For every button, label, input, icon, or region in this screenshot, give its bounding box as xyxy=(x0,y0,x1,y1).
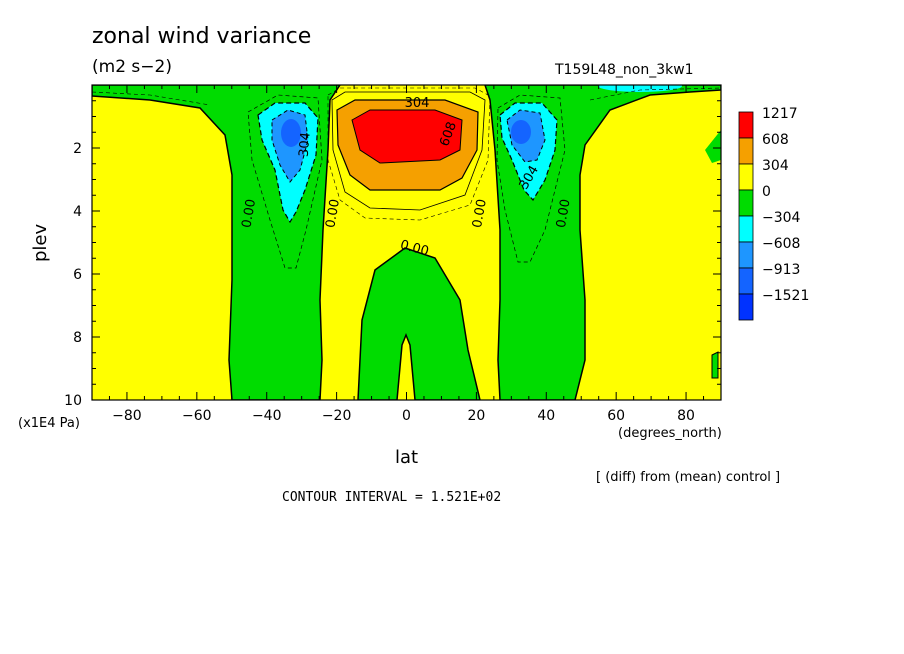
legend-swatch xyxy=(738,111,754,139)
chart-title: zonal wind variance xyxy=(92,24,312,49)
color-legend: 1217 608 304 0 −304 −608 −913 −1521 xyxy=(738,106,809,321)
x-tick-label: −20 xyxy=(322,408,352,424)
contour-label: 0.00 xyxy=(398,238,430,260)
legend-label: 1217 xyxy=(762,106,798,122)
legend-swatch xyxy=(738,137,754,165)
contour-label: 304 xyxy=(297,132,314,158)
run-name: T159L48_non_3kw1 xyxy=(555,62,694,78)
legend-swatch xyxy=(738,293,754,321)
legend-swatch xyxy=(738,189,754,217)
y-axis: 2 4 6 8 10 xyxy=(64,84,721,409)
fill-green-edge-low xyxy=(711,351,719,379)
contour-label: 0.00 xyxy=(470,198,490,229)
x-axis-unit: (degrees_north) xyxy=(618,426,722,441)
x-tick-label: 40 xyxy=(537,408,555,424)
legend-label: −913 xyxy=(762,262,800,278)
contour-label: 304 xyxy=(405,96,430,111)
y-axis-unit: (x1E4 Pa) xyxy=(18,416,80,431)
y-tick-label: 6 xyxy=(73,267,82,283)
legend-label: −304 xyxy=(762,210,801,226)
chart-units: (m2 s−2) xyxy=(92,57,172,77)
legend-swatch xyxy=(738,163,754,191)
fill-blue-right xyxy=(511,120,531,144)
fill-top-patch xyxy=(598,85,682,92)
contour-line-center-outer xyxy=(327,87,491,221)
x-tick-label: 80 xyxy=(677,408,695,424)
fill-green-edge xyxy=(705,130,721,163)
y-tick-label: 2 xyxy=(73,141,82,157)
y-tick-label: 4 xyxy=(73,204,82,220)
legend-swatch xyxy=(738,241,754,269)
y-tick-label: 10 xyxy=(64,393,82,409)
legend-label: −608 xyxy=(762,236,800,252)
legend-label: 608 xyxy=(762,132,789,148)
contour-label: 0.00 xyxy=(239,198,259,229)
legend-swatch xyxy=(738,267,754,295)
x-tick-label: −40 xyxy=(252,408,282,424)
contour-fill xyxy=(92,85,721,400)
legend-label: 304 xyxy=(762,158,789,174)
x-tick-label: 0 xyxy=(402,408,411,424)
fill-green-center xyxy=(357,247,481,400)
x-tick-label: −60 xyxy=(182,408,212,424)
x-axis: −80 −60 −40 −20 0 20 40 60 80 xyxy=(91,85,722,424)
contour-interval: CONTOUR INTERVAL = 1.521E+02 xyxy=(282,490,502,505)
contour-label: 0.00 xyxy=(323,198,343,229)
x-tick-label: 60 xyxy=(607,408,625,424)
legend-label: 0 xyxy=(762,184,771,200)
y-tick-label: 8 xyxy=(73,330,82,346)
y-axis-label: plev xyxy=(30,223,51,262)
contour-line-center xyxy=(331,91,486,211)
legend-swatch xyxy=(738,215,754,243)
contour-line-top-left xyxy=(92,91,211,106)
x-tick-label: −80 xyxy=(112,408,142,424)
x-axis-label: lat xyxy=(395,447,419,468)
fill-blue-left xyxy=(281,119,301,147)
legend-label: −1521 xyxy=(762,288,809,304)
x-tick-label: 20 xyxy=(467,408,485,424)
fill-red-center xyxy=(351,109,463,164)
contour-label: 0.00 xyxy=(554,198,574,229)
diff-note: [ (diff) from (mean) control ] xyxy=(596,470,781,485)
contour-line-top-right xyxy=(589,87,721,101)
contour-line-right xyxy=(496,94,566,263)
